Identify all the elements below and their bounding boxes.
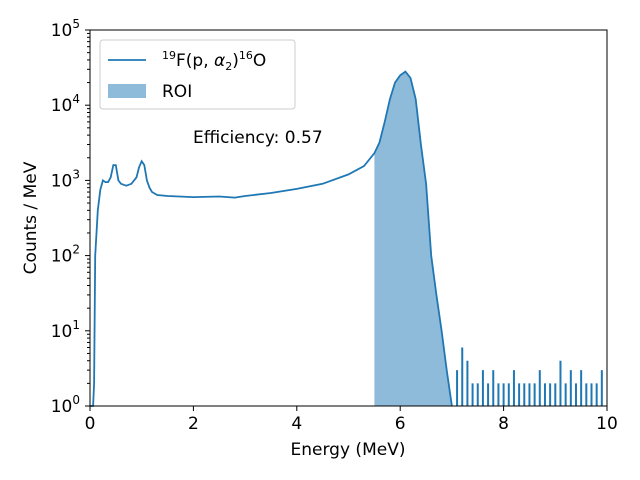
roi-fill — [374, 71, 452, 406]
x-tick-label: 6 — [395, 414, 406, 434]
x-tick-label: 10 — [596, 414, 618, 434]
noise-spikes — [456, 347, 603, 406]
legend-roi-label: ROI — [162, 82, 192, 102]
legend: 19F(p, α2)16O ROI — [99, 39, 296, 110]
x-axis: 0 2 4 6 8 10 — [85, 406, 618, 434]
x-tick-label: 8 — [498, 414, 509, 434]
y-tick-label: 103 — [51, 167, 80, 191]
y-tick-label: 105 — [51, 17, 80, 41]
plot-frame — [89, 29, 608, 407]
efficiency-annotation: Efficiency: 0.57 — [193, 128, 323, 148]
legend-box — [99, 39, 296, 110]
series-line — [90, 70, 453, 407]
y-axis: 100 101 102 103 104 105 — [51, 17, 90, 417]
x-tick-label: 0 — [85, 414, 96, 434]
x-axis-label: Energy (MeV) — [291, 440, 406, 460]
y-tick-label: 102 — [51, 243, 80, 267]
legend-roi-swatch — [108, 84, 146, 98]
x-tick-label: 2 — [188, 414, 199, 434]
legend-line-label: 19F(p, α2)16O — [162, 49, 266, 73]
x-tick-label: 4 — [291, 414, 302, 434]
y-axis-label: Counts / MeV — [21, 161, 41, 274]
y-tick-label: 100 — [51, 393, 80, 417]
y-tick-label: 101 — [51, 318, 80, 342]
y-tick-label: 104 — [51, 92, 80, 116]
